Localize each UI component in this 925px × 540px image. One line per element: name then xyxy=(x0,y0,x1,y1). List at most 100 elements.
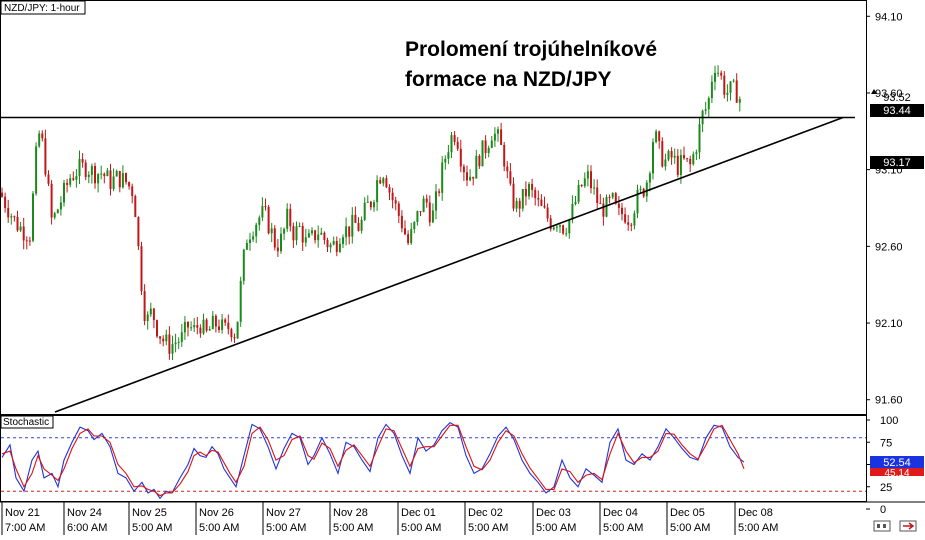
candle-body xyxy=(593,187,596,189)
candle-body xyxy=(583,178,586,187)
candle-body xyxy=(611,193,614,198)
candle-body xyxy=(137,217,140,247)
candle-body xyxy=(648,173,651,183)
candle-body xyxy=(335,240,338,252)
candle-body xyxy=(540,199,543,206)
price-tick-label: 93.60 xyxy=(875,88,903,100)
candle-body xyxy=(264,205,267,207)
candle-body xyxy=(50,183,53,218)
time-tick-time: 5:00 AM xyxy=(738,522,778,534)
scroll-chart-icon[interactable] xyxy=(873,520,891,532)
time-tick-date: Dec 03 xyxy=(536,507,571,519)
candle-body xyxy=(723,75,726,95)
trendlines xyxy=(1,116,855,413)
time-tick-time: 6:00 AM xyxy=(67,522,107,534)
current-price-label: 93.52 xyxy=(883,92,911,104)
candle-body xyxy=(503,144,506,167)
stoch-k-line xyxy=(1,422,745,500)
candle-body xyxy=(447,152,450,159)
candle-body xyxy=(59,202,62,210)
candle-body xyxy=(683,155,685,159)
resistance-label: 93.44 xyxy=(883,105,911,117)
stochastic-lines xyxy=(1,422,866,500)
candle-body xyxy=(379,180,382,184)
candle-body xyxy=(348,226,351,237)
stochastic-title: Stochastic xyxy=(3,417,49,428)
candle-body xyxy=(419,211,422,213)
candle-body xyxy=(531,184,534,190)
candle-body xyxy=(304,237,307,243)
time-tick-date: Nov 26 xyxy=(199,507,234,519)
candle-body xyxy=(571,204,574,220)
annotation-line-2: formace na NZD/JPY xyxy=(405,68,612,91)
candle-body xyxy=(373,202,375,208)
candle-body xyxy=(357,222,360,231)
candle-body xyxy=(162,338,165,342)
candle-body xyxy=(41,133,44,139)
candle-body xyxy=(562,225,565,234)
candle-body xyxy=(670,151,673,158)
candle-body xyxy=(320,232,323,235)
candle-body xyxy=(555,226,558,228)
candle-body xyxy=(624,214,627,223)
candle-body xyxy=(87,174,90,177)
candle-body xyxy=(466,172,468,181)
candle-body xyxy=(391,192,394,201)
shift-chart-icon[interactable] xyxy=(899,520,917,532)
candle-body xyxy=(459,148,462,167)
candle-body xyxy=(490,140,493,148)
candle-body xyxy=(689,158,692,165)
candle-body xyxy=(236,321,239,339)
candle-body xyxy=(444,158,447,163)
candle-body xyxy=(400,215,403,229)
candle-body xyxy=(515,200,518,209)
candle-body xyxy=(360,219,363,231)
time-tick-time: 5:00 AM xyxy=(401,522,441,534)
stoch-tick-label: 100 xyxy=(880,415,898,427)
candle-body xyxy=(131,186,134,197)
candle-body xyxy=(112,176,115,190)
candle-body xyxy=(72,178,75,180)
candle-body xyxy=(261,205,264,218)
price-tick-label: 92.10 xyxy=(875,318,903,330)
candle-body xyxy=(214,315,217,327)
candle-body xyxy=(565,233,568,235)
price-tick-label: 91.60 xyxy=(875,395,903,407)
candle-body xyxy=(568,219,571,234)
candle-body xyxy=(233,337,236,339)
candle-body xyxy=(22,226,25,241)
candle-body xyxy=(10,216,13,218)
candle-body xyxy=(645,182,648,197)
candle-body xyxy=(103,173,106,177)
candle-body xyxy=(311,230,313,234)
candle-body xyxy=(456,141,459,149)
candle-body xyxy=(118,170,121,188)
time-tick-date: Nov 24 xyxy=(67,507,102,519)
candle-body xyxy=(586,171,589,179)
candle-body xyxy=(202,319,205,334)
candle-body xyxy=(165,334,168,342)
time-tick-date: Dec 05 xyxy=(670,507,705,519)
candle-body xyxy=(35,146,38,194)
candle-body xyxy=(276,247,279,252)
candle-body xyxy=(221,319,224,331)
candle-body xyxy=(388,187,391,193)
candle-body xyxy=(639,188,642,190)
candle-body xyxy=(239,280,242,322)
time-tick-time: 5:00 AM xyxy=(333,522,373,534)
candle-body xyxy=(53,213,56,218)
candle-body xyxy=(577,184,580,202)
candle-body xyxy=(633,213,636,226)
candle-body xyxy=(559,225,561,227)
support-price-badge: 93.17 xyxy=(870,156,924,169)
candle-body xyxy=(385,178,388,188)
price-tick-label: 92.60 xyxy=(875,241,903,253)
candle-body xyxy=(422,198,425,213)
price-panel xyxy=(0,0,867,415)
candle-body xyxy=(630,224,633,226)
candle-body xyxy=(404,228,406,235)
current-price-badge: 93.44 xyxy=(870,104,924,117)
candle-body xyxy=(56,209,59,214)
candle-body xyxy=(224,319,227,323)
